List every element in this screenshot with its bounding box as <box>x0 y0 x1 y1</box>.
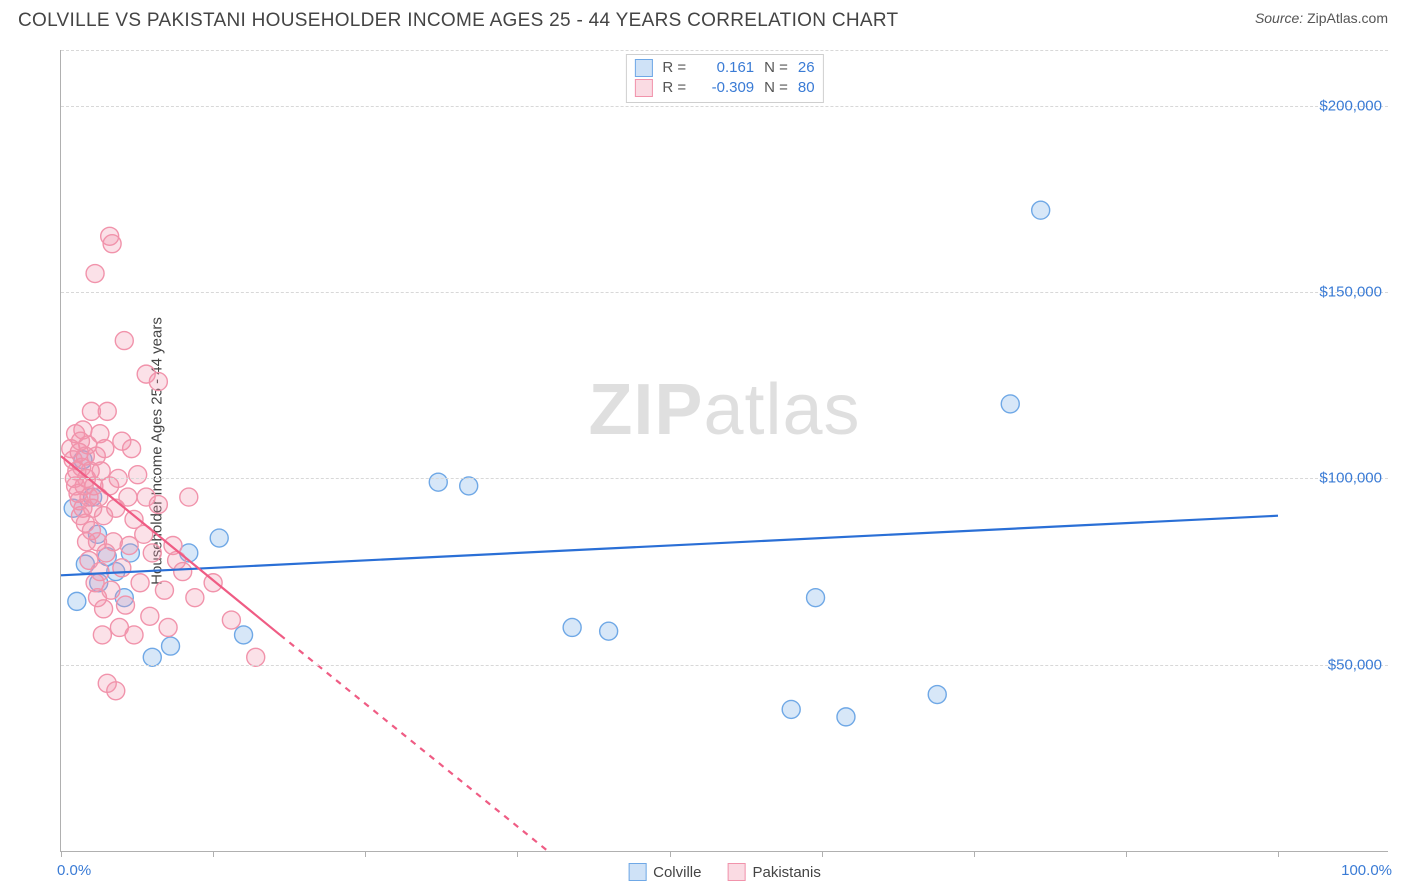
x-axis-min-label: 0.0% <box>57 862 91 879</box>
chart-plot-area: Householder Income Ages 25 - 44 years R … <box>60 50 1388 852</box>
r-value-colville: 0.161 <box>696 58 754 78</box>
r-label: R = <box>662 58 686 78</box>
y-tick-label: $150,000 <box>1313 284 1382 301</box>
swatch-colville <box>628 863 646 881</box>
source-label: Source: <box>1255 10 1303 26</box>
n-value-pakistanis: 80 <box>798 78 815 98</box>
chart-title: COLVILLE VS PAKISTANI HOUSEHOLDER INCOME… <box>18 10 898 32</box>
y-tick-label: $200,000 <box>1313 97 1382 114</box>
n-label: N = <box>764 58 788 78</box>
n-label: N = <box>764 78 788 98</box>
legend-label-pakistanis: Pakistanis <box>752 864 820 881</box>
legend-item-colville: Colville <box>628 863 701 881</box>
stats-row-pakistanis: R = -0.309 N = 80 <box>634 78 814 98</box>
n-value-colville: 26 <box>798 58 815 78</box>
r-label: R = <box>662 78 686 98</box>
r-value-pakistanis: -0.309 <box>696 78 754 98</box>
source-value: ZipAtlas.com <box>1307 10 1388 26</box>
legend-label-colville: Colville <box>653 864 701 881</box>
stats-row-colville: R = 0.161 N = 26 <box>634 58 814 78</box>
y-tick-label: $50,000 <box>1322 656 1382 673</box>
swatch-colville <box>634 59 652 77</box>
bottom-legend: Colville Pakistanis <box>628 863 821 881</box>
x-axis-max-label: 100.0% <box>1341 862 1392 879</box>
legend-item-pakistanis: Pakistanis <box>727 863 820 881</box>
scatter-plot-svg <box>61 50 1388 851</box>
chart-source: Source: ZipAtlas.com <box>1255 10 1388 26</box>
correlation-stats-box: R = 0.161 N = 26 R = -0.309 N = 80 <box>625 54 823 103</box>
swatch-pakistanis <box>634 79 652 97</box>
y-tick-label: $100,000 <box>1313 470 1382 487</box>
swatch-pakistanis <box>727 863 745 881</box>
